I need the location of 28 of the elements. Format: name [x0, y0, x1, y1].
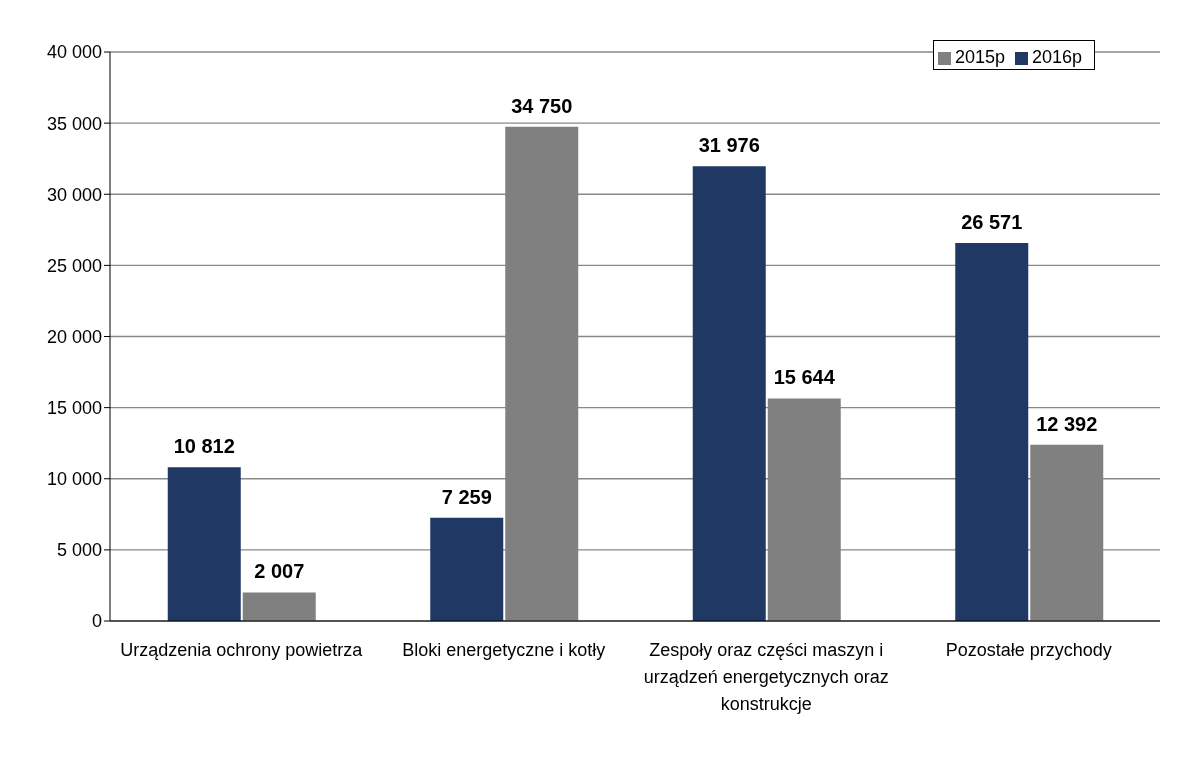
bar	[242, 592, 316, 621]
bar	[430, 517, 504, 621]
data-label: 10 812	[173, 435, 235, 458]
bar	[955, 243, 1029, 621]
data-label: 34 750	[511, 94, 573, 117]
y-tick-label: 40 000	[46, 42, 102, 63]
data-label: 2 007	[254, 560, 305, 583]
y-tick-label: 35 000	[46, 113, 102, 134]
data-label: 12 392	[1036, 412, 1098, 435]
x-tick-label: Urządzenia ochrony powietrza	[120, 639, 364, 660]
data-label: 15 644	[773, 366, 836, 389]
x-tick-label: Zespoły oraz części maszyn i urządzeń energetycznych oraz konstrukcje	[643, 639, 889, 714]
y-tick-label: 25 000	[46, 255, 102, 276]
data-label: 31 976	[698, 134, 760, 157]
y-tick-label: 5 000	[56, 540, 102, 561]
legend-label: 2016p	[1031, 47, 1082, 67]
legend-label: 2015p	[954, 47, 1005, 67]
bar	[167, 467, 241, 621]
data-label: 26 571	[961, 211, 1023, 234]
y-tick-label: 0	[91, 611, 102, 632]
x-tick-label: Pozostałe przychody	[945, 639, 1112, 660]
x-tick-label: Bloki energetyczne i kotły	[402, 639, 606, 660]
y-tick-label: 15 000	[46, 398, 102, 419]
data-label: 7 259	[441, 485, 492, 508]
bar	[692, 166, 766, 621]
y-tick-label: 20 000	[46, 326, 102, 347]
y-tick-label: 10 000	[46, 469, 102, 490]
y-tick-label: 30 000	[46, 184, 102, 205]
